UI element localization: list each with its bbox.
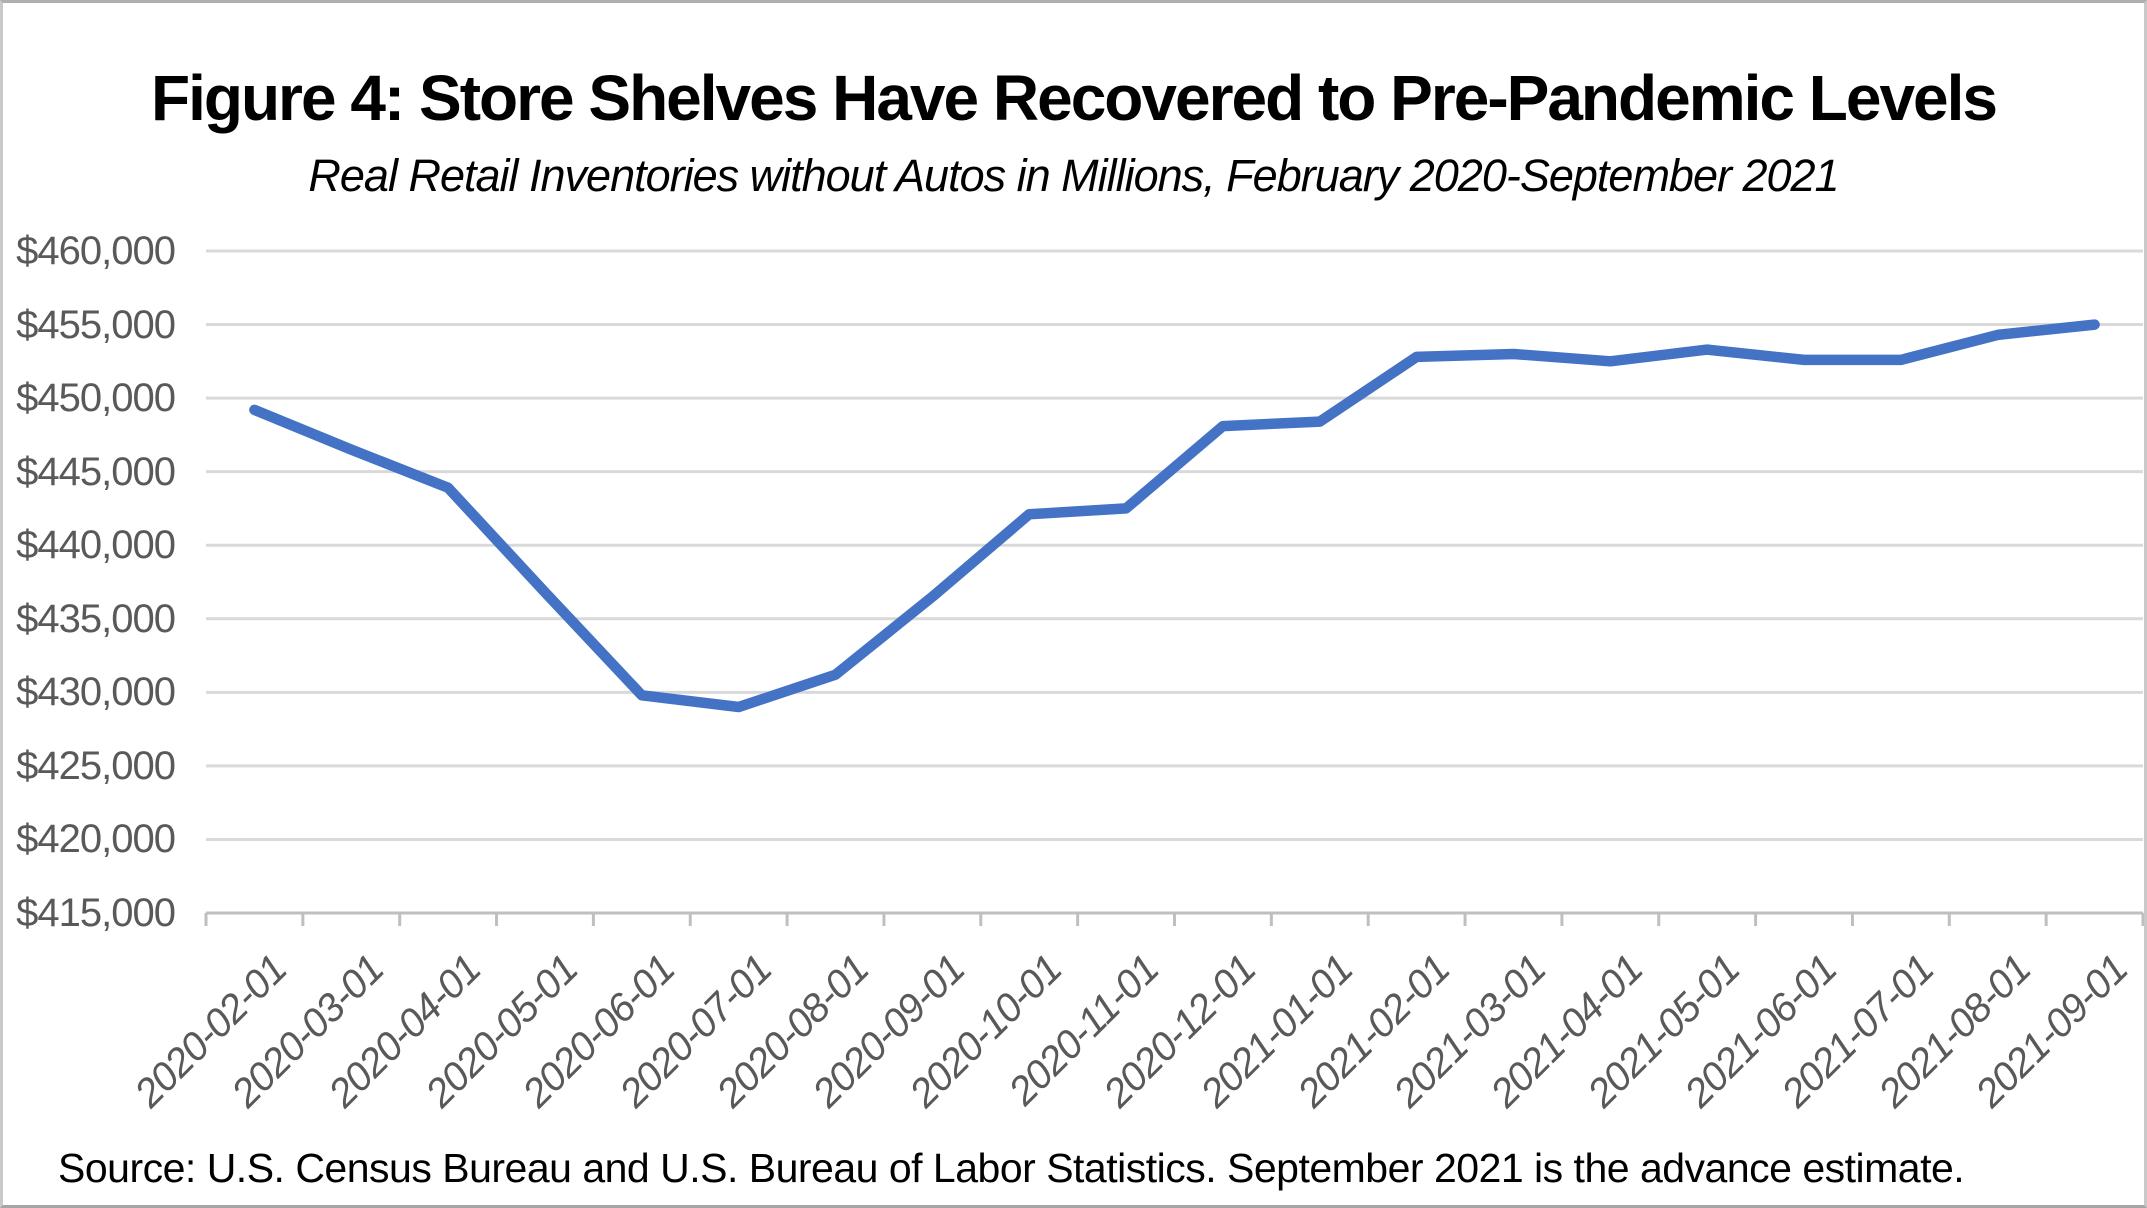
y-axis-tick-label: $440,000 bbox=[16, 523, 176, 568]
y-axis-tick-label: $430,000 bbox=[16, 670, 176, 715]
y-axis-tick-label: $445,000 bbox=[16, 449, 176, 494]
y-axis-tick-label: $435,000 bbox=[16, 596, 176, 641]
inventory-line-series bbox=[249, 319, 2100, 713]
y-axis-tick-label: $460,000 bbox=[16, 229, 176, 273]
y-axis-tick-label: $420,000 bbox=[16, 817, 176, 862]
y-axis-tick-label: $455,000 bbox=[16, 302, 176, 347]
y-axis-tick-label: $425,000 bbox=[16, 743, 176, 788]
y-axis-tick-label: $450,000 bbox=[16, 376, 176, 421]
figure-title: Figure 4: Store Shelves Have Recovered t… bbox=[150, 62, 1998, 134]
source-note: Source: U.S. Census Bureau and U.S. Bure… bbox=[58, 1145, 1965, 1191]
figure-subtitle: Real Retail Inventories without Autos in… bbox=[308, 150, 1839, 201]
y-axis-tick-label: $415,000 bbox=[16, 891, 176, 935]
line-chart-plot-area bbox=[204, 249, 2144, 926]
